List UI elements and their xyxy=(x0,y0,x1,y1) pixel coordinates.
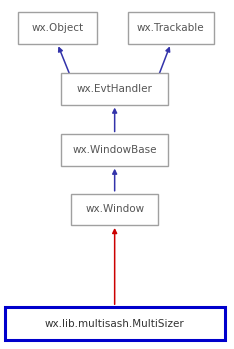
FancyBboxPatch shape xyxy=(61,73,168,105)
Text: wx.WindowBase: wx.WindowBase xyxy=(72,145,157,155)
Text: wx.Object: wx.Object xyxy=(31,23,83,33)
FancyBboxPatch shape xyxy=(18,12,97,44)
Text: wx.EvtHandler: wx.EvtHandler xyxy=(77,84,153,94)
Text: wx.Trackable: wx.Trackable xyxy=(137,23,205,33)
FancyBboxPatch shape xyxy=(61,134,168,166)
FancyBboxPatch shape xyxy=(5,307,225,341)
FancyBboxPatch shape xyxy=(128,12,214,44)
FancyBboxPatch shape xyxy=(71,194,158,225)
Text: wx.Window: wx.Window xyxy=(85,205,144,214)
Text: wx.lib.multisash.MultiSizer: wx.lib.multisash.MultiSizer xyxy=(45,319,185,329)
